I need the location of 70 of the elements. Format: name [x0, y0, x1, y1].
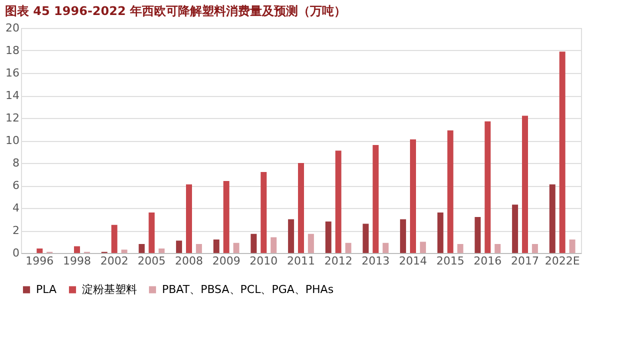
bar	[382, 242, 389, 253]
bar	[223, 181, 230, 253]
bar	[457, 244, 464, 253]
y-tick-label: 12	[6, 112, 20, 124]
bar	[213, 240, 220, 253]
x-tick-label: 2009	[212, 254, 240, 268]
x-tick-label: 2015	[436, 254, 464, 268]
bar	[437, 212, 444, 253]
bar	[250, 234, 257, 253]
legend-label: PLA	[36, 282, 58, 296]
x-tick-label: 2005	[138, 254, 166, 268]
y-tick-label: 20	[6, 22, 20, 34]
x-tick-label: 1998	[63, 254, 91, 268]
bar	[362, 224, 369, 253]
x-tick-label: 1996	[26, 254, 54, 268]
bar	[325, 222, 332, 253]
bar	[420, 242, 426, 253]
bar	[158, 248, 165, 253]
bar	[512, 204, 518, 253]
bar	[74, 246, 80, 253]
bar	[186, 184, 192, 253]
x-tick-label: 2010	[250, 254, 278, 268]
bar	[148, 212, 155, 253]
x-tick-label: 2013	[362, 254, 390, 268]
bar	[345, 242, 352, 253]
x-tick-label: 2011	[287, 254, 315, 268]
x-tick-label: 2014	[399, 254, 427, 268]
bar	[270, 237, 277, 253]
x-tick-label: 2012	[324, 254, 352, 268]
bar	[298, 163, 304, 253]
x-tick-label: 2002	[100, 254, 128, 268]
y-tick-label: 0	[12, 246, 20, 260]
bar	[474, 217, 481, 253]
bar	[111, 224, 118, 253]
y-tick-label: 8	[12, 156, 20, 170]
bar	[522, 116, 528, 253]
chart-title: 图表 45 1996-2022 年西欧可降解塑料消费量及预测（万吨）	[5, 4, 346, 18]
legend-label: 淀粉基塑料	[82, 282, 137, 296]
y-tick-label: 4	[12, 202, 20, 214]
bar	[559, 52, 566, 253]
x-tick-label: 2016	[474, 254, 502, 268]
bar	[308, 234, 314, 253]
bar	[233, 242, 240, 253]
bar	[400, 219, 406, 253]
bar	[121, 250, 128, 253]
bar	[447, 130, 454, 253]
bar	[138, 244, 145, 253]
bar	[569, 240, 576, 253]
bar	[288, 219, 294, 253]
y-tick-label: 18	[6, 44, 20, 57]
bar	[484, 121, 491, 253]
bar	[410, 139, 416, 253]
y-tick-label: 2	[12, 224, 20, 237]
y-tick-label: 16	[6, 66, 20, 80]
bar	[372, 145, 379, 253]
bar	[494, 244, 501, 253]
bar	[532, 244, 538, 253]
bar	[196, 244, 202, 253]
y-tick-label: 10	[6, 134, 20, 147]
bar	[549, 184, 556, 253]
bar	[176, 240, 182, 253]
x-tick-label: 2017	[511, 254, 539, 268]
y-tick-label: 14	[6, 89, 20, 102]
legend-label: PBAT、PBSA、PCL、PGA、PHAs	[162, 282, 334, 296]
x-tick-label: 2022E	[544, 254, 580, 268]
bar	[335, 150, 342, 253]
y-tick-label: 6	[12, 179, 20, 192]
bar	[260, 172, 267, 253]
x-tick-label: 2008	[175, 254, 203, 268]
bar	[36, 248, 43, 253]
